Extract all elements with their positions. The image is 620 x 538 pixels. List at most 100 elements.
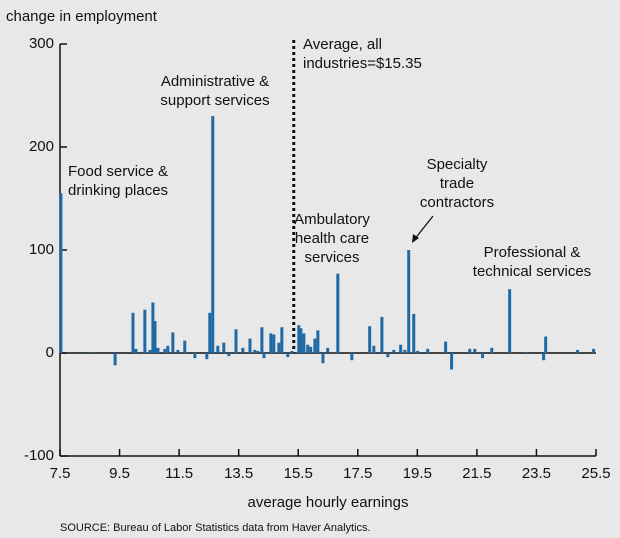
- bar: [153, 321, 157, 353]
- bar: [148, 349, 152, 353]
- bar: [508, 289, 512, 353]
- x-tick-label: 25.5: [581, 465, 610, 482]
- bar: [205, 353, 209, 360]
- bar: [208, 312, 212, 353]
- bar: [277, 342, 281, 353]
- annotation: Specialty: [427, 156, 488, 173]
- bar: [481, 353, 485, 359]
- bar: [576, 349, 580, 353]
- bar: [59, 193, 63, 353]
- bar: [407, 250, 411, 353]
- bar: [222, 342, 226, 353]
- bar: [399, 344, 403, 353]
- bar: [280, 327, 284, 353]
- bar: [241, 347, 245, 353]
- annotation: technical services: [473, 263, 591, 280]
- bar: [260, 327, 264, 353]
- bar: [290, 350, 294, 353]
- x-tick-label: 15.5: [284, 465, 313, 482]
- bar: [216, 345, 220, 353]
- x-tick-label: 21.5: [462, 465, 491, 482]
- annotation: Food service &: [68, 163, 168, 180]
- bar: [416, 350, 420, 353]
- annotation: health care: [295, 230, 369, 247]
- bar: [286, 353, 290, 358]
- bar: [113, 353, 117, 366]
- bar: [386, 353, 390, 358]
- bar: [380, 316, 384, 353]
- bar: [166, 345, 170, 353]
- annotation: Ambulatory: [294, 211, 370, 228]
- bar: [297, 325, 301, 353]
- bar: [302, 333, 306, 353]
- bar: [151, 302, 155, 353]
- y-tick-label: 100: [29, 241, 54, 258]
- bar: [350, 353, 354, 361]
- bar: [592, 348, 596, 353]
- bar: [326, 347, 330, 353]
- bar: [227, 353, 231, 357]
- y-tick-label: 0: [46, 344, 54, 361]
- bar: [321, 353, 325, 364]
- bar: [234, 329, 238, 353]
- bar: [372, 345, 376, 353]
- bar: [262, 353, 266, 359]
- y-tick-label: 200: [29, 138, 54, 155]
- arrow: [413, 215, 434, 241]
- y-tick-label: 300: [29, 35, 54, 52]
- bar: [542, 353, 546, 361]
- bar: [444, 341, 448, 353]
- bar: [256, 350, 260, 353]
- bar: [544, 336, 548, 353]
- x-tick-label: 19.5: [403, 465, 432, 482]
- bar: [468, 348, 472, 353]
- annotation: Administrative &: [161, 73, 269, 90]
- annotation: services: [304, 249, 359, 266]
- bar: [450, 353, 454, 370]
- bar: [269, 333, 273, 353]
- bar: [248, 338, 252, 353]
- bar: [473, 348, 477, 353]
- bar: [131, 312, 135, 353]
- x-axis-label: average hourly earnings: [248, 494, 409, 511]
- source: SOURCE: Bureau of Labor Statistics data …: [60, 522, 371, 534]
- y-axis-label: change in employment: [6, 8, 158, 25]
- bar: [193, 353, 197, 359]
- bar: [306, 344, 310, 353]
- bar: [299, 328, 303, 353]
- bar: [143, 309, 147, 353]
- annotation: Average, all: [303, 36, 382, 53]
- bar: [392, 349, 396, 353]
- x-tick-label: 23.5: [522, 465, 551, 482]
- x-tick-label: 17.5: [343, 465, 372, 482]
- annotation: support services: [160, 92, 269, 109]
- bar: [316, 330, 320, 353]
- bar: [524, 351, 528, 353]
- bar: [309, 346, 313, 353]
- annotation: industries=$15.35: [303, 55, 422, 72]
- x-tick-label: 7.5: [50, 465, 71, 482]
- bar: [171, 332, 175, 353]
- x-tick-label: 9.5: [109, 465, 130, 482]
- bar: [176, 349, 180, 353]
- bar: [183, 340, 187, 353]
- bar: [134, 348, 138, 353]
- x-tick-label: 11.5: [165, 465, 193, 482]
- bar: [368, 326, 372, 353]
- bar: [403, 349, 407, 353]
- bar: [163, 348, 167, 353]
- bar: [336, 273, 340, 353]
- bar: [89, 351, 93, 353]
- bar: [272, 334, 276, 353]
- bar: [156, 347, 160, 353]
- bar: [211, 116, 215, 353]
- y-tick-label: -100: [24, 447, 54, 464]
- annotation: trade: [440, 175, 474, 192]
- annotation: contractors: [420, 194, 494, 211]
- bar: [313, 338, 317, 353]
- x-tick-label: 13.5: [224, 465, 253, 482]
- bar: [426, 348, 430, 353]
- bar: [490, 347, 494, 353]
